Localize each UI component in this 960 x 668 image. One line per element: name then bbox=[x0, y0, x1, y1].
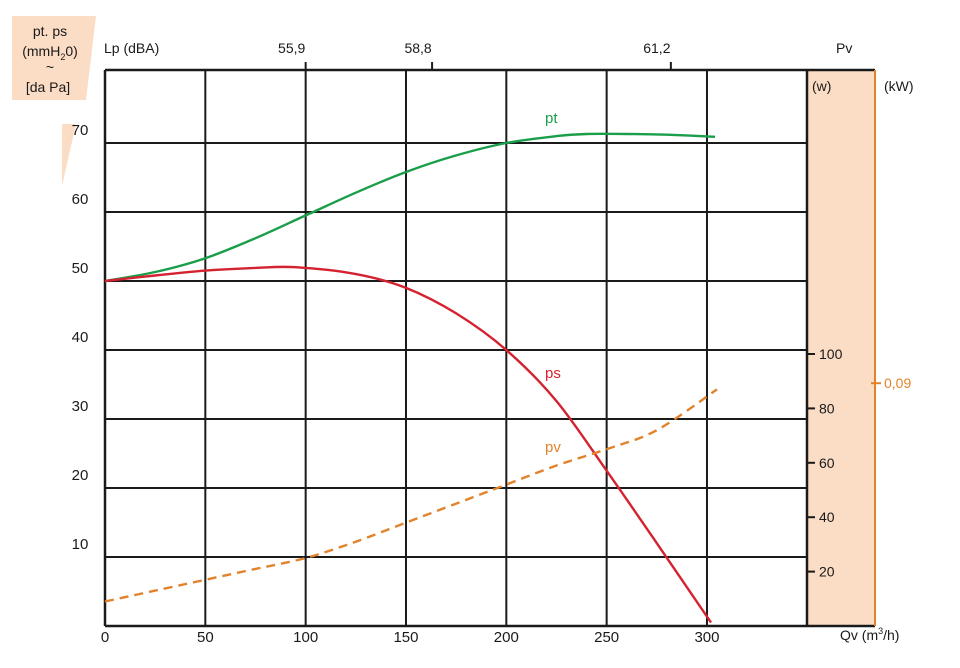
series-label-ps: ps bbox=[545, 365, 561, 382]
x-tick-label-150: 150 bbox=[393, 629, 418, 646]
x-tick-label-0: 0 bbox=[101, 629, 109, 646]
w-tick-label-80: 80 bbox=[819, 400, 835, 416]
y-label-banner bbox=[12, 16, 96, 100]
x-axis-title-sup: 3 bbox=[878, 626, 883, 636]
y-axis-title-line3: ~ bbox=[46, 59, 54, 75]
x-tick-label-200: 200 bbox=[494, 629, 519, 646]
y-axis-title-line2: (mmH20) bbox=[22, 43, 78, 62]
ticks-layer: 0 50 100 150 200 250 300 10 20 30 40 50 60 70 55,9 58,8… bbox=[72, 40, 912, 646]
right-axis-unit-kw: (kW) bbox=[884, 78, 914, 94]
grid bbox=[103, 68, 876, 628]
series-line-ps bbox=[104, 265, 712, 624]
x-tick-label-300: 300 bbox=[694, 629, 719, 646]
w-tick-label-60: 60 bbox=[819, 455, 835, 471]
w-tick-label-20: 20 bbox=[819, 564, 835, 580]
series-line-pt bbox=[104, 132, 716, 283]
y-label-wedge bbox=[62, 124, 76, 186]
right-axis-title: Pv bbox=[836, 40, 852, 56]
y-tick-label-70: 70 bbox=[72, 122, 89, 139]
y-tick-label-40: 40 bbox=[72, 329, 89, 346]
y-axis-title-line2-sub: 2 bbox=[60, 52, 65, 62]
y-tick-label-20: 20 bbox=[72, 467, 89, 484]
top-axis-title: Lp (dBA) bbox=[104, 40, 159, 56]
x-axis-title-end: /h) bbox=[883, 627, 899, 643]
w-tick-label-40: 40 bbox=[819, 509, 835, 525]
top-tick-label-55,9: 55,9 bbox=[278, 40, 305, 56]
series-layer: pt ps pv bbox=[104, 110, 718, 624]
y-tick-label-60: 60 bbox=[72, 191, 89, 208]
x-axis-title: Qv (m3/h) bbox=[840, 626, 899, 643]
x-tick-label-250: 250 bbox=[594, 629, 619, 646]
kw-tick-label: 0,09 bbox=[884, 375, 911, 391]
x-tick-label-50: 50 bbox=[197, 629, 214, 646]
series-line-pv bbox=[104, 388, 718, 603]
y-axis-title-line1: pt. ps bbox=[33, 23, 67, 39]
top-tick-label-58,8: 58,8 bbox=[404, 40, 431, 56]
right-axis-unit-w: (w) bbox=[812, 78, 831, 94]
y-tick-label-50: 50 bbox=[72, 260, 89, 277]
y-tick-label-10: 10 bbox=[72, 536, 89, 553]
series-label-pt: pt bbox=[545, 110, 558, 127]
y-axis-title-line2-end: 0) bbox=[65, 43, 77, 59]
pv-panel bbox=[807, 70, 875, 626]
y-axis-title-line4: [da Pa] bbox=[26, 79, 70, 95]
w-tick-label-100: 100 bbox=[819, 346, 843, 362]
top-tick-label-61,2: 61,2 bbox=[643, 40, 670, 56]
x-axis-title-main: Qv (m bbox=[840, 627, 878, 643]
series-label-pv: pv bbox=[545, 439, 561, 456]
y-axis-title-line2-main: (mmH bbox=[22, 43, 60, 59]
x-tick-label-100: 100 bbox=[293, 629, 318, 646]
y-tick-label-30: 30 bbox=[72, 398, 89, 415]
